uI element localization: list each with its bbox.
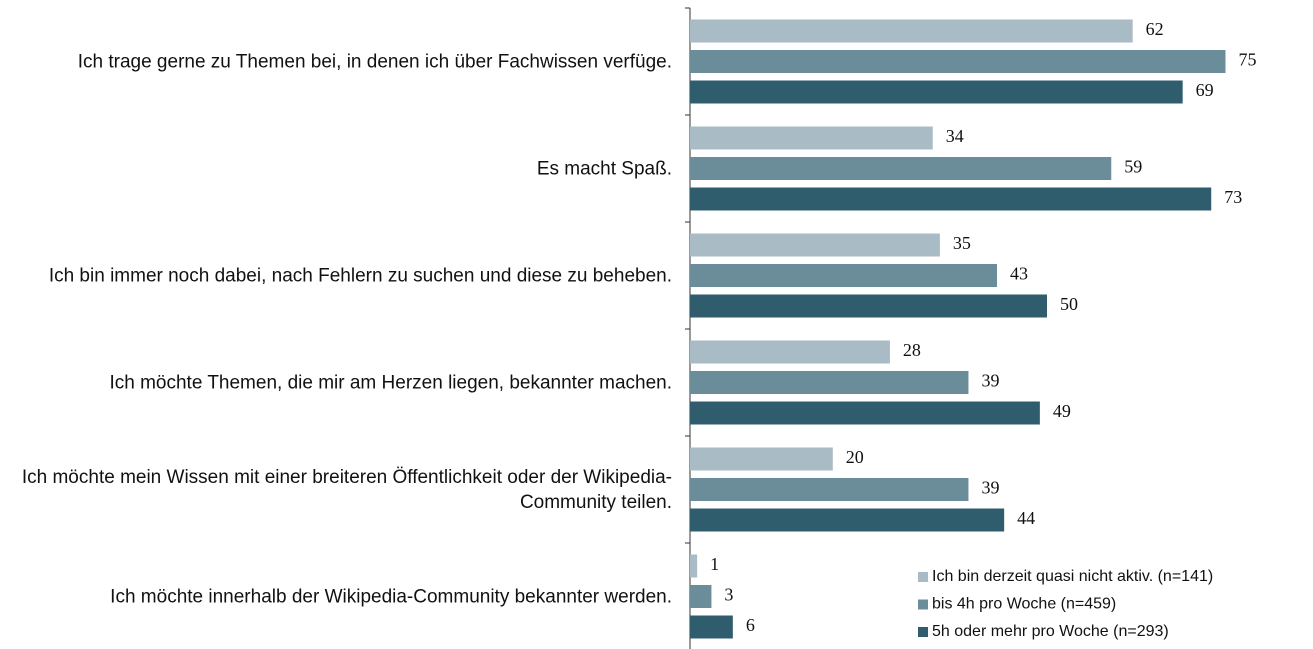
bar — [690, 371, 969, 394]
bar — [690, 340, 890, 364]
value-label: 50 — [1060, 294, 1078, 314]
legend-swatch — [918, 627, 928, 637]
bar — [690, 447, 833, 471]
category-label: Ich möchte innerhalb der Wikipedia-Commu… — [110, 586, 672, 607]
legend-label: Ich bin derzeit quasi nicht aktiv. (n=14… — [932, 568, 1213, 585]
bar — [690, 585, 712, 608]
bar — [690, 50, 1226, 73]
value-label: 28 — [903, 340, 921, 360]
value-label: 69 — [1196, 80, 1214, 100]
value-label: 75 — [1239, 50, 1257, 70]
value-label: 6 — [746, 615, 755, 635]
value-label: 62 — [1146, 19, 1164, 39]
category-label: Es macht Spaß. — [536, 158, 672, 179]
value-label: 34 — [946, 126, 964, 146]
bar — [690, 401, 1040, 425]
value-label: 20 — [846, 447, 864, 467]
bar — [690, 294, 1047, 318]
bar — [690, 615, 733, 639]
value-label: 39 — [981, 371, 999, 391]
bar — [690, 478, 969, 501]
value-label: 35 — [953, 233, 971, 253]
bar — [690, 80, 1183, 104]
bar — [690, 233, 940, 257]
value-label: 59 — [1124, 157, 1142, 177]
value-label: 39 — [981, 478, 999, 498]
legend-label: bis 4h pro Woche (n=459) — [932, 596, 1116, 613]
category-label: Ich möchte mein Wissen mit einer breiter… — [21, 466, 672, 513]
bar — [690, 187, 1212, 211]
bar — [690, 508, 1005, 532]
legend-label: 5h oder mehr pro Woche (n=293) — [932, 623, 1169, 640]
category-label: Ich trage gerne zu Themen bei, in denen … — [77, 51, 672, 72]
value-label: 44 — [1017, 508, 1035, 528]
category-label: Ich bin immer noch dabei, nach Fehlern z… — [48, 265, 672, 286]
value-label: 49 — [1053, 401, 1071, 421]
bar — [690, 157, 1112, 180]
bar — [690, 19, 1133, 43]
bar — [690, 554, 698, 578]
category-label: Ich möchte Themen, die mir am Herzen lie… — [109, 372, 672, 393]
value-label: 43 — [1010, 264, 1028, 284]
legend-swatch — [918, 599, 928, 610]
bar — [690, 264, 998, 287]
legend-swatch — [918, 572, 928, 582]
value-label: 73 — [1224, 187, 1242, 207]
value-label: 3 — [724, 585, 733, 605]
value-label: 1 — [710, 554, 719, 574]
bar — [690, 126, 933, 150]
